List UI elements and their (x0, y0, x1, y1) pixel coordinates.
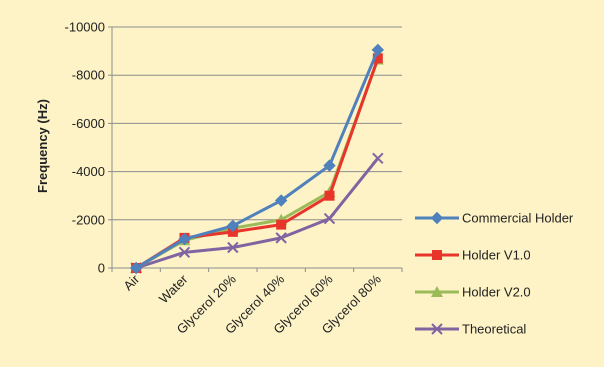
legend-label: Holder V1.0 (462, 248, 531, 263)
legend-label: Holder V2.0 (462, 285, 531, 300)
marker-stroke (431, 323, 443, 335)
data-point (178, 232, 191, 246)
x-tick-label: Water (156, 271, 191, 306)
data-point (276, 219, 287, 230)
data-point (275, 232, 287, 244)
legend-marker (432, 250, 442, 260)
legend-label: Commercial Holder (462, 211, 574, 226)
data-point (178, 246, 191, 259)
data-point (323, 212, 336, 225)
data-point (324, 190, 335, 201)
legend-item: Holder V1.0 (415, 248, 531, 263)
x-tick-label: Air (120, 271, 142, 293)
legend-marker (431, 286, 443, 297)
series-holder-v2-0 (130, 53, 384, 273)
series (129, 43, 385, 275)
data-point (226, 219, 240, 233)
marker-stroke (323, 212, 336, 225)
marker-stroke (227, 241, 239, 254)
y-tick-label: -2000 (72, 212, 105, 227)
marker-stroke (178, 246, 191, 259)
legend: Commercial Holder Holder V1.0 Holder V2.0 T… (415, 211, 574, 337)
data-point (371, 43, 385, 57)
legend-label: Theoretical (462, 322, 526, 337)
axes (108, 26, 403, 272)
data-point (372, 53, 383, 64)
series-line (135, 49, 380, 270)
data-point (227, 241, 239, 254)
gridlines (112, 26, 402, 221)
legend-marker (430, 211, 444, 225)
y-tick-label: -10000 (65, 20, 105, 35)
series-line (135, 57, 380, 270)
marker-stroke (275, 232, 287, 244)
series-commercial-holder (129, 43, 385, 275)
y-tick-label: -8000 (72, 68, 105, 83)
series-line (135, 157, 380, 270)
data-point (129, 261, 143, 275)
series-holder-v1-0 (131, 53, 383, 273)
y-tick-label: -6000 (72, 116, 105, 131)
y-tick-label: -4000 (72, 164, 105, 179)
data-point (323, 159, 336, 172)
legend-item: Holder V2.0 (415, 285, 531, 300)
data-point (372, 152, 384, 165)
legend-marker (431, 323, 443, 335)
y-tick-label: 0 (98, 261, 105, 276)
legend-item: Commercial Holder (415, 211, 574, 226)
data-point (274, 194, 288, 207)
marker-stroke (372, 152, 384, 165)
y-axis-title: Frequency (Hz) (35, 99, 50, 193)
legend-item: Theoretical (415, 322, 526, 337)
